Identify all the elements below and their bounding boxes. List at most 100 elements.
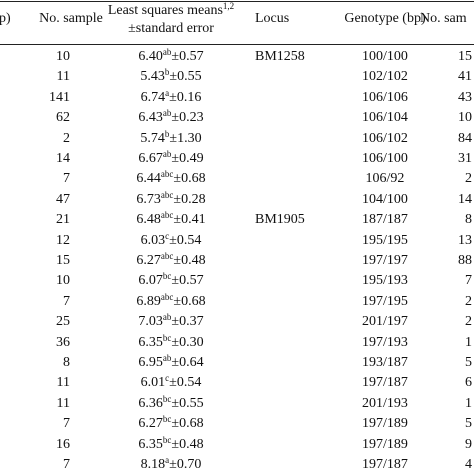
genotype: 197/197 [362, 253, 408, 268]
mean-letters: bc [162, 434, 172, 445]
sample-count-2: 2 [465, 171, 472, 187]
mean-cell: 6.48abc±0.41 [98, 211, 244, 228]
sample-count-2: 5 [465, 355, 472, 370]
mean-letters: a [165, 455, 170, 465]
mean-letters: c [165, 230, 170, 241]
genotype: 106/92 [365, 171, 405, 187]
sample-count-2: 4 [465, 457, 472, 472]
genotype: 197/189 [362, 436, 408, 452]
sample-count: 7 [63, 416, 70, 432]
mean-value: 6.48 [136, 212, 161, 228]
mean-cell: 6.43ab±0.23 [98, 108, 244, 126]
sample-count: 141 [49, 89, 70, 105]
sample-count: 21 [56, 212, 70, 228]
standard-error: ±0.54 [169, 232, 202, 248]
sample-count: 11 [56, 69, 70, 85]
genotype: 197/189 [362, 416, 408, 432]
genotype: 100/100 [362, 49, 408, 64]
header-text: Least squares means [107, 3, 223, 18]
mean-cell: 6.27bc±0.68 [98, 415, 244, 432]
sample-count: 7 [63, 457, 70, 472]
standard-error: ±0.57 [171, 273, 204, 289]
header-cell: p) [0, 11, 11, 26]
sample-count: 8 [63, 355, 70, 370]
mean-letters: abc [160, 169, 174, 180]
sample-count: 12 [56, 232, 70, 248]
sample-count-2: 2 [465, 293, 472, 309]
mean-cell: 6.95ab±0.64 [98, 353, 244, 371]
mean-cell: 7.03ab±0.37 [98, 312, 244, 330]
mean-letters: abc [160, 291, 174, 302]
sample-count: 62 [56, 110, 70, 126]
mean-letters: c [165, 373, 170, 384]
genotype: 197/187 [362, 457, 408, 472]
mean-letters: bc [162, 271, 172, 282]
mean-cell: 5.43b±0.55 [98, 67, 244, 85]
standard-error: ±0.30 [171, 334, 204, 350]
sample-count-2: 15 [458, 49, 472, 64]
sample-count-2: 13 [458, 232, 472, 248]
sample-count-2: 1 [465, 334, 472, 350]
mean-value: 5.74 [140, 130, 165, 146]
mean-value: 6.36 [138, 395, 163, 411]
sample-count: 11 [56, 375, 70, 391]
mean-letters: a [165, 87, 170, 98]
locus: BM1258 [255, 49, 305, 64]
mean-letters: ab [162, 108, 172, 119]
genotype: 193/187 [362, 355, 408, 370]
mean-letters: ab [162, 47, 172, 57]
header-cell: Least squares means1,2 [98, 2, 244, 19]
mean-letters: ab [162, 353, 172, 363]
standard-error: ±0.70 [169, 457, 202, 472]
mean-letters: bc [162, 393, 172, 404]
sample-count: 36 [56, 334, 70, 350]
mean-value: 5.43 [140, 69, 165, 85]
mean-cell: 6.44abc±0.68 [98, 169, 244, 187]
mean-cell: 6.36bc±0.55 [98, 393, 244, 412]
sample-count: 7 [63, 171, 70, 187]
genotype: 187/187 [362, 212, 408, 228]
standard-error: ±0.28 [173, 191, 206, 207]
mean-cell: 6.01c±0.54 [98, 373, 244, 391]
standard-error: ±0.48 [171, 436, 204, 452]
standard-error: ±0.54 [169, 375, 202, 391]
mean-value: 6.35 [138, 436, 163, 452]
sample-count: 16 [56, 436, 70, 452]
genotype: 195/195 [362, 232, 408, 248]
sample-count-2: 14 [458, 191, 472, 207]
sample-count-2: 41 [458, 69, 472, 85]
standard-error: ±0.49 [171, 151, 204, 166]
mean-value: 6.07 [138, 273, 163, 289]
sample-count: 10 [56, 273, 70, 289]
standard-error: ±0.41 [173, 212, 206, 228]
sample-count: 11 [56, 395, 70, 411]
sample-count-2: 31 [458, 151, 472, 166]
mean-cell: 6.35bc±0.48 [98, 434, 244, 453]
genotype: 106/102 [362, 130, 408, 146]
mean-letters: bc [162, 332, 172, 343]
mean-cell: 6.03c±0.54 [98, 230, 244, 249]
mean-letters: b [164, 67, 170, 78]
genotype: 104/100 [362, 191, 408, 207]
mean-value: 6.67 [138, 151, 163, 166]
genotype: 197/187 [362, 375, 408, 391]
sample-count: 10 [56, 49, 70, 64]
sample-count: 7 [63, 293, 70, 309]
sample-count: 15 [56, 253, 70, 268]
sample-count: 47 [56, 191, 70, 207]
header-cell: No. sam [420, 11, 467, 26]
sample-count-2: 5 [465, 416, 472, 432]
mean-cell: 5.74b±1.30 [98, 129, 244, 147]
mean-cell: 6.27abc±0.48 [98, 252, 244, 269]
standard-error: ±0.48 [173, 253, 206, 268]
mean-letters: ab [162, 312, 172, 323]
header-cell: Locus [255, 11, 290, 26]
mean-cell: 8.18a±0.70 [98, 455, 244, 473]
mean-cell: 6.73abc±0.28 [98, 189, 244, 208]
standard-error: ±0.55 [169, 69, 202, 85]
mean-letters: abc [160, 189, 174, 200]
mean-value: 6.40 [138, 49, 163, 64]
standard-error: ±1.30 [169, 130, 202, 146]
sample-count-2: 43 [458, 89, 472, 105]
